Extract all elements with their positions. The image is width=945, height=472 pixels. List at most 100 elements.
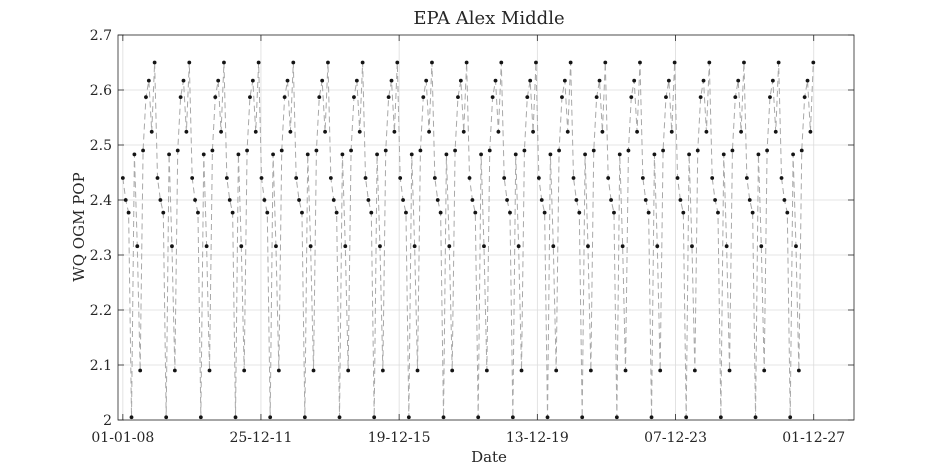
data-point [562, 78, 567, 83]
data-point [458, 78, 463, 83]
data-point [690, 244, 694, 249]
data-point [282, 95, 287, 100]
data-point [539, 198, 544, 202]
data-point [522, 148, 527, 153]
data-point [172, 368, 177, 373]
data-point [649, 415, 654, 420]
data-point [545, 415, 550, 420]
data-point [785, 210, 790, 215]
data-point [513, 152, 518, 157]
data-point [196, 210, 200, 215]
data-point [395, 60, 400, 65]
data-point [640, 176, 645, 180]
data-point [412, 244, 417, 249]
x-tick-label: 07-12-23 [644, 430, 707, 446]
data-point [300, 210, 304, 215]
data-point [144, 95, 148, 100]
data-point [794, 244, 798, 249]
data-point [753, 415, 758, 420]
data-point [727, 368, 732, 373]
data-point [510, 415, 515, 420]
data-point [724, 244, 729, 249]
data-point [380, 368, 385, 373]
data-point [366, 198, 371, 202]
x-axis-label: Date [471, 448, 507, 466]
data-point [762, 368, 767, 373]
data-point [482, 244, 486, 249]
y-axis: 2 2.1 2.2 2.3 2.4 2.5 2.6 2.7 [90, 28, 854, 429]
data-point [135, 244, 140, 249]
data-point [770, 78, 775, 83]
data-point [698, 95, 703, 100]
data-point [632, 78, 637, 83]
data-point [666, 78, 671, 83]
data-point [733, 95, 738, 100]
data-point [294, 176, 299, 180]
data-point [617, 152, 622, 157]
data-point [655, 244, 660, 249]
data-point [288, 129, 293, 134]
data-point [216, 78, 221, 83]
data-point [528, 78, 533, 83]
series-line [122, 62, 814, 418]
y-tick-label: 2.2 [90, 303, 112, 319]
data-point [178, 95, 183, 100]
data-point [146, 78, 151, 83]
data-point [424, 78, 429, 83]
data-point [765, 148, 769, 153]
data-point [519, 368, 524, 373]
data-point [415, 368, 420, 373]
data-point [418, 148, 423, 153]
data-point [401, 198, 405, 202]
data-point [259, 176, 264, 180]
y-tick-label: 2.3 [90, 248, 112, 264]
data-point [230, 210, 235, 215]
x-tick-label: 19-12-15 [368, 430, 431, 446]
data-point [372, 415, 377, 420]
data-point [450, 368, 455, 373]
data-point [245, 148, 249, 153]
data-point [441, 415, 446, 420]
data-point [574, 198, 579, 202]
data-point [490, 95, 495, 100]
data-point [236, 152, 241, 157]
data-point [612, 210, 616, 215]
data-point [597, 78, 602, 83]
data-point [435, 198, 440, 202]
data-point [262, 198, 267, 202]
data-point [129, 415, 134, 420]
data-point [227, 198, 232, 202]
data-point [222, 60, 226, 65]
data-point [308, 244, 313, 249]
data-point [542, 210, 547, 215]
data-point [799, 148, 804, 153]
data-point [181, 78, 186, 83]
data-point [739, 129, 743, 134]
data-point [320, 78, 325, 83]
data-point [583, 152, 587, 157]
data-point [713, 198, 717, 202]
data-point [629, 95, 634, 100]
data-point [152, 60, 157, 65]
data-point [126, 210, 131, 215]
data-point [756, 152, 761, 157]
data-point [730, 148, 735, 153]
data-point [773, 129, 778, 134]
data-point [271, 152, 275, 157]
y-axis-label: WQ OGM POP [70, 172, 88, 281]
data-point [326, 60, 330, 65]
data-point [248, 95, 252, 100]
data-point [331, 198, 336, 202]
data-point [502, 176, 507, 180]
y-tick-label: 2.1 [90, 358, 112, 374]
data-point [759, 244, 764, 249]
data-point [349, 148, 353, 153]
data-point [716, 210, 720, 215]
data-point [297, 198, 301, 202]
data-point [548, 152, 553, 157]
data-point [782, 198, 787, 202]
chart-title: EPA Alex Middle [413, 8, 564, 29]
data-point [499, 60, 504, 65]
data-point [285, 78, 290, 83]
data-point [594, 95, 599, 100]
